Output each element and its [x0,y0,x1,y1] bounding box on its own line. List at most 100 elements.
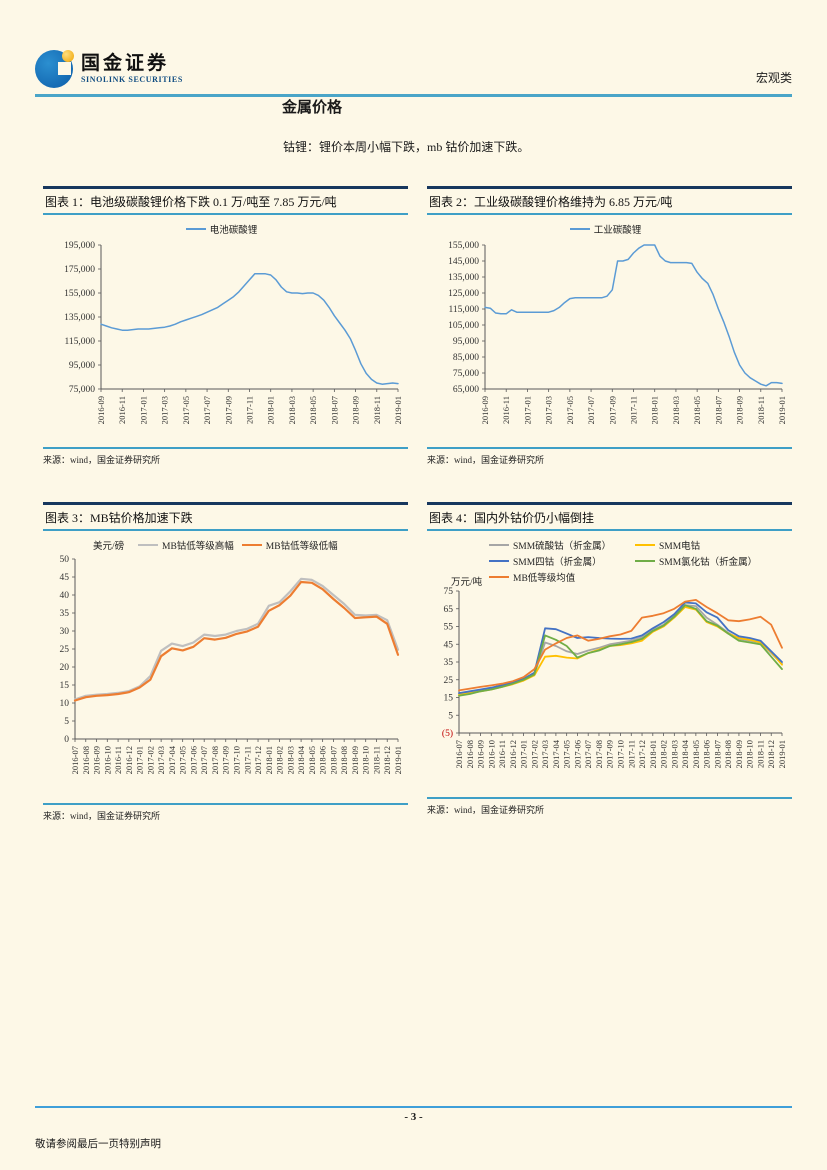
page-number: - 3 - [404,1111,423,1123]
legend-line-swatch-icon [489,543,509,547]
chart-panel-industrial-lithium: 图表 2：工业级碳酸锂价格维持为 6.85 万元/吨 工业碳酸锂 65,000 7… [427,186,792,466]
chart-title: 图表 4：国内外钴价仍小幅倒挂 [427,502,792,531]
svg-text:155,000: 155,000 [64,289,95,299]
chart-area: 万元/吨 SMM硫酸钴（折金属） SMM电钴 SMM四钴（折金属） SMM氯化钴（折金… [427,537,792,791]
svg-text:2018-10: 2018-10 [745,740,755,768]
svg-text:2017-07: 2017-07 [202,396,212,424]
legend-label: SMM四钴（折金属） [513,558,602,568]
svg-text:2016-09: 2016-09 [92,746,102,774]
logo-gold-dot-icon [62,50,74,62]
svg-text:2019-01: 2019-01 [777,740,787,768]
svg-text:2017-11: 2017-11 [626,740,636,768]
charts-grid: 图表 1：电池级碳酸锂价格下跌 0.1 万/吨至 7.85 万元/吨 电池碳酸锂… [43,186,792,822]
brand-subtitle: SINOLINK SECURITIES [81,74,183,84]
svg-text:145,000: 145,000 [448,257,479,267]
y-axis-unit-label: 美元/磅 [93,542,125,552]
source-note: 来源：wind，国金证券研究所 [427,797,792,816]
svg-text:85,000: 85,000 [453,353,479,363]
legend-item: SMM硫酸钴（折金属） [489,538,627,552]
svg-text:15: 15 [60,681,70,691]
svg-text:2017-03: 2017-03 [544,396,554,424]
chart-legend: 电池碳酸锂 [43,221,408,237]
svg-text:95,000: 95,000 [69,361,95,371]
svg-text:20: 20 [60,663,70,673]
svg-text:2018-08: 2018-08 [723,740,733,768]
svg-text:2018-07: 2018-07 [713,396,723,424]
sinolink-logo-icon [35,50,74,88]
legend-line-swatch-icon [569,227,590,231]
svg-text:2018-10: 2018-10 [361,746,371,774]
svg-text:2016-11: 2016-11 [117,396,127,424]
svg-text:2018-04: 2018-04 [296,745,306,774]
svg-text:25: 25 [60,645,70,655]
svg-text:2018-07: 2018-07 [328,746,338,774]
legend-label: 电池碳酸锂 [209,226,258,236]
svg-text:2017-06: 2017-06 [188,746,198,774]
svg-text:(5): (5) [442,728,453,739]
svg-text:2017-05: 2017-05 [178,746,188,774]
svg-text:2016-11: 2016-11 [113,746,123,774]
svg-text:155,000: 155,000 [448,241,479,251]
svg-text:2017-04: 2017-04 [551,739,561,768]
svg-text:10: 10 [60,699,70,709]
svg-text:2018-09: 2018-09 [351,396,361,424]
legend-label: 工业碳酸锂 [593,226,642,236]
svg-text:2017-02: 2017-02 [529,740,539,768]
svg-text:2017-02: 2017-02 [145,746,155,774]
svg-text:175,000: 175,000 [64,265,95,275]
svg-text:2016-12: 2016-12 [124,746,134,774]
source-note: 来源：wind，国金证券研究所 [427,447,792,466]
chart-area: 电池碳酸锂 75,000 95,000 115,000 135,000 155,000 1… [43,221,408,441]
svg-text:2019-01: 2019-01 [777,396,787,424]
svg-text:2017-11: 2017-11 [245,396,255,424]
svg-text:5: 5 [448,711,453,721]
chart-legend: SMM硫酸钴（折金属） SMM电钴 SMM四钴（折金属） SMM氯化钴（折金属） MB低… [489,537,789,585]
svg-text:35: 35 [444,658,454,668]
legend-label: MB低等级均值 [513,574,576,584]
svg-text:2017-08: 2017-08 [594,740,604,768]
svg-text:2018-05: 2018-05 [692,396,702,424]
legend-item: 电池碳酸锂 [185,222,258,236]
source-note: 来源：wind，国金证券研究所 [43,803,408,822]
section-title: 金属价格 [282,100,343,116]
svg-text:105,000: 105,000 [448,321,479,331]
svg-text:2017-05: 2017-05 [565,396,575,424]
svg-text:0: 0 [64,735,69,745]
svg-text:2017-01: 2017-01 [519,740,529,768]
svg-text:2018-01: 2018-01 [650,396,660,424]
svg-text:2017-09: 2017-09 [605,740,615,768]
svg-text:2017-09: 2017-09 [223,396,233,424]
svg-text:2019-01: 2019-01 [393,396,403,424]
legend-item: SMM电钴 [635,538,773,552]
svg-text:2017-05: 2017-05 [181,396,191,424]
svg-text:2018-01: 2018-01 [648,740,658,768]
svg-text:2017-03: 2017-03 [540,740,550,768]
legend-label: MB钴低等级高幅 [162,542,234,552]
line-chart: (5) 5 15 25 35 45 55 65 75 2016-07 2016-08 2016-09 2… [427,585,792,791]
svg-text:2016-09: 2016-09 [480,396,490,424]
svg-text:2018-04: 2018-04 [680,739,690,768]
page-footer: - 3 - 敬请参阅最后一页特别声明 [35,1106,792,1151]
chart-title: 图表 1：电池级碳酸锂价格下跌 0.1 万/吨至 7.85 万元/吨 [43,186,408,215]
legend-item: MB钴低等级低幅 [241,538,338,552]
svg-text:2016-07: 2016-07 [454,740,464,768]
disclaimer-note: 敬请参阅最后一页特别声明 [35,1139,161,1150]
svg-text:2018-07: 2018-07 [712,740,722,768]
legend-item: 工业碳酸锂 [569,222,642,236]
legend-line-swatch-icon [138,543,158,547]
svg-text:195,000: 195,000 [64,241,95,251]
svg-text:2016-07: 2016-07 [70,746,80,774]
svg-text:125,000: 125,000 [448,289,479,299]
legend-label: SMM电钴 [659,542,701,552]
svg-text:75: 75 [444,587,454,597]
svg-text:2017-01: 2017-01 [138,396,148,424]
svg-text:55: 55 [444,623,454,633]
svg-text:2018-08: 2018-08 [339,746,349,774]
svg-text:135,000: 135,000 [448,273,479,283]
svg-text:65: 65 [444,605,454,615]
svg-text:2018-11: 2018-11 [372,396,382,424]
svg-text:2018-07: 2018-07 [329,396,339,424]
chart-title: 图表 3：MB钴价格加速下跌 [43,502,408,531]
svg-text:25: 25 [444,676,454,686]
line-chart: 65,000 75,000 85,000 95,000 105,000 115,000 12… [427,237,792,441]
